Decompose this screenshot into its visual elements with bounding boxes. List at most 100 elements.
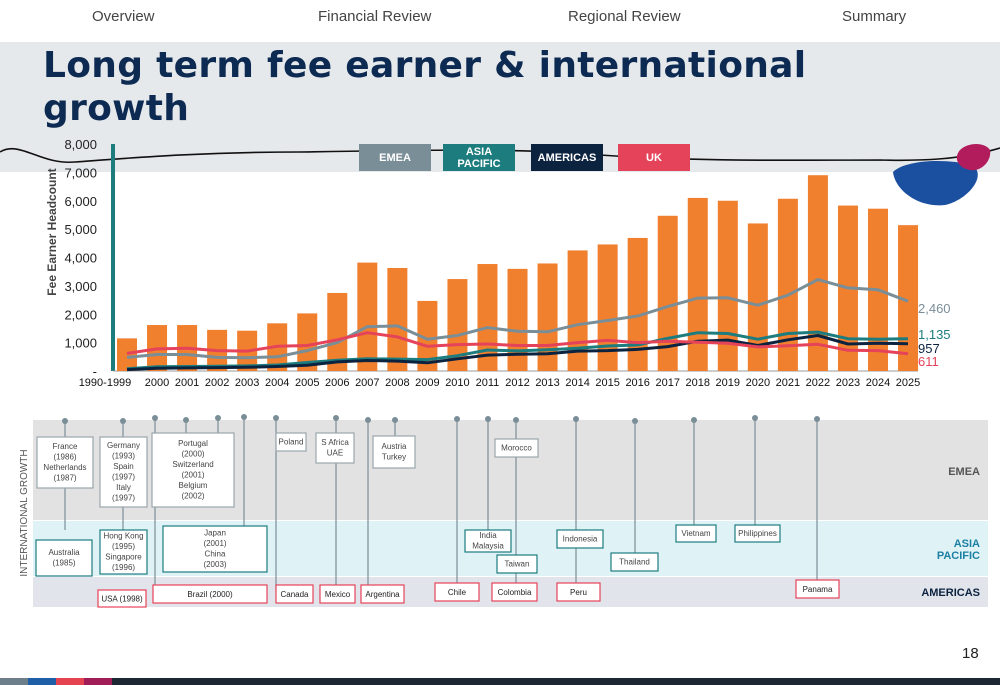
- emea-country-0-text: (1987): [53, 474, 76, 483]
- bar-2009: [417, 300, 438, 371]
- timeline-dot: [632, 418, 638, 424]
- emea-country-6-box: [494, 438, 539, 458]
- apac-country-2-text: Japan: [204, 529, 226, 538]
- emea-country-1-text: (1993): [112, 452, 135, 461]
- legend-label-apac-line2: PACIFIC: [457, 158, 500, 170]
- americas-country-0-text: USA (1998): [101, 595, 143, 604]
- apac-country-3-text: Malaysia: [472, 542, 504, 551]
- footer-segment-grey: [0, 678, 28, 685]
- series-line-emea: [126, 278, 909, 360]
- bar-2017: [657, 215, 678, 371]
- x-tick-label: 2015: [595, 377, 619, 389]
- x-tick-label: 2002: [205, 377, 229, 389]
- emea-country-5-text: Turkey: [382, 453, 406, 462]
- footer-bar: [0, 678, 1000, 685]
- timeline-dot: [152, 415, 158, 421]
- emea-country-0-text: Netherlands: [43, 463, 86, 472]
- y-axis-label: Fee Earner Headcount: [45, 168, 59, 295]
- emea-country-2-text: (2000): [181, 450, 204, 459]
- bar-2022: [807, 175, 828, 371]
- emea-country-4-text: UAE: [327, 449, 343, 458]
- emea-country-0-box: [36, 436, 94, 489]
- americas-country-3-box: [319, 584, 356, 604]
- americas-country-8-box: [795, 579, 840, 599]
- legend-label-americas: AMERICAS: [538, 152, 597, 164]
- americas-country-1-text: Brazil (2000): [187, 590, 233, 599]
- page-title: Long term fee earner & international gro…: [43, 45, 807, 129]
- nav-financial-review[interactable]: Financial Review: [318, 8, 432, 25]
- decorative-blue-blob: [893, 160, 978, 206]
- band-label-apac-line1: ASIA: [954, 538, 980, 550]
- top-nav: Overview Financial Review Regional Revie…: [0, 0, 1000, 36]
- apac-country-3-text: India: [479, 531, 497, 540]
- x-tick-label: 2013: [535, 377, 559, 389]
- timeline-dot: [241, 414, 247, 420]
- legend-label-uk: UK: [646, 152, 662, 164]
- x-tick-label: 2025: [896, 377, 920, 389]
- series-end-label-apac: 1,135: [918, 327, 951, 342]
- apac-country-1-text: (1996): [112, 563, 135, 572]
- nav-regional-review[interactable]: Regional Review: [568, 8, 681, 25]
- footer-segment-red: [56, 678, 84, 685]
- americas-country-6-box: [491, 582, 538, 602]
- decorative-magenta-blob: [956, 144, 991, 171]
- timeline-dot: [215, 415, 221, 421]
- x-tick-label: 2017: [655, 377, 679, 389]
- apac-country-3-box: [464, 529, 512, 553]
- emea-country-1-text: Germany: [107, 441, 140, 450]
- x-tick-label: 2020: [746, 377, 770, 389]
- x-tick-label: 2007: [355, 377, 379, 389]
- legend-swatch-americas: [531, 144, 603, 171]
- x-tick-label: 2016: [625, 377, 649, 389]
- americas-country-4-text: Argentina: [365, 590, 400, 599]
- band-label-emea: EMEA: [948, 466, 980, 478]
- emea-country-2-text: Belgium: [179, 481, 208, 490]
- emea-country-2-text: (2001): [181, 471, 204, 480]
- bar-2018: [687, 197, 708, 371]
- band-label-americas: AMERICAS: [921, 587, 980, 599]
- apac-country-7-text: Vietnam: [681, 529, 711, 538]
- apac-country-1-text: (1995): [112, 542, 135, 551]
- apac-country-1-text: Singapore: [105, 553, 142, 562]
- x-tick-label: 2022: [806, 377, 830, 389]
- bar-2008: [387, 267, 408, 371]
- timeline-dot: [62, 418, 68, 424]
- bar-2019: [717, 200, 738, 371]
- x-tick-label: 2003: [235, 377, 259, 389]
- x-tick-label: 2006: [325, 377, 349, 389]
- apac-country-5-text: Indonesia: [563, 534, 598, 543]
- x-tick-label: 2004: [265, 377, 289, 389]
- americas-country-1-box: [152, 584, 268, 604]
- nav-overview[interactable]: Overview: [92, 8, 155, 25]
- emea-country-1-box: [99, 436, 148, 508]
- legend-label-emea: EMEA: [379, 152, 411, 164]
- americas-country-8-text: Panama: [803, 585, 833, 594]
- y-tick-label: 3,000: [64, 279, 97, 294]
- x-tick-label: 2009: [415, 377, 439, 389]
- timeline-dot: [691, 417, 697, 423]
- apac-country-6-text: Thailand: [619, 557, 650, 566]
- emea-country-1-text: Spain: [113, 462, 133, 471]
- nav-summary[interactable]: Summary: [842, 8, 907, 25]
- apac-country-0-box: [35, 539, 93, 577]
- bar-2007: [357, 262, 378, 371]
- x-tick-label: 2011: [476, 377, 500, 389]
- footer-segment-magenta: [84, 678, 112, 685]
- apac-country-5-box: [556, 529, 604, 549]
- timeline-dot: [485, 416, 491, 422]
- timeline-dot: [573, 416, 579, 422]
- apac-country-7-box: [675, 524, 717, 543]
- emea-country-3-text: Poland: [279, 437, 304, 446]
- series-end-label-americas: 957: [918, 341, 940, 356]
- americas-country-7-box: [556, 582, 601, 602]
- bar-2005: [297, 313, 318, 371]
- emea-country-5-text: Austria: [382, 442, 407, 451]
- timeline-dot: [273, 415, 279, 421]
- timeline-dot: [814, 416, 820, 422]
- americas-country-2-text: Canada: [280, 590, 309, 599]
- timeline-dot: [120, 418, 126, 424]
- y-tick-label: 4,000: [64, 251, 97, 266]
- y-tick-label: 2,000: [64, 307, 97, 322]
- americas-country-2-box: [275, 584, 314, 604]
